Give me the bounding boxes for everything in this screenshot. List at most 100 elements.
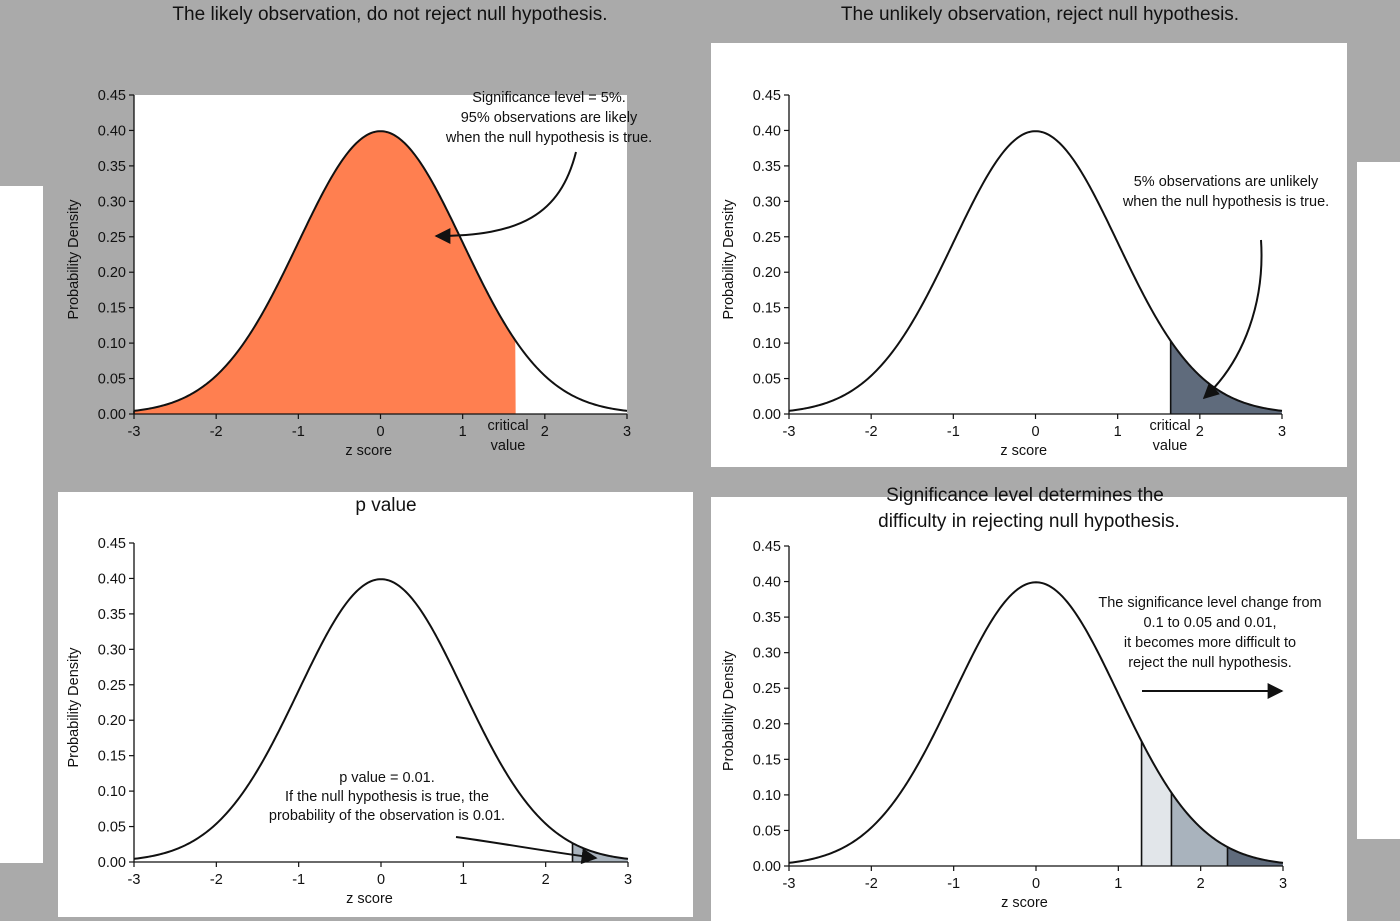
density-curve [133, 578, 629, 860]
annotation-text-2: critical [1149, 418, 1190, 434]
y-tick-label: 0.30 [753, 646, 781, 662]
y-tick-label: 0.30 [753, 194, 781, 210]
x-tick-label: 1 [459, 872, 467, 888]
y-tick-label: 0.05 [753, 372, 781, 388]
y-tick-label: 0.45 [98, 88, 126, 104]
y-tick-label: 0.30 [98, 194, 126, 210]
y-tick-label: 0.30 [98, 642, 126, 658]
y-axis-label: Probability Density [721, 650, 737, 771]
annotation-arrow-2 [1202, 239, 1263, 400]
side-strip-left [0, 186, 43, 863]
y-tick-label: 0.40 [98, 123, 126, 139]
x-tick-label: -2 [210, 872, 223, 888]
y-tick-label: 0.10 [98, 784, 126, 800]
x-tick-label: 1 [459, 424, 467, 440]
x-tick-label: 1 [1114, 424, 1122, 440]
x-tick-label: 3 [1279, 876, 1287, 892]
x-tick-label: 3 [623, 424, 631, 440]
y-tick-label: 0.40 [98, 571, 126, 587]
y-tick-label: 0.40 [753, 575, 781, 591]
annotation-text-2: critical [487, 418, 528, 434]
chart-title-4-line-2: difficulty in rejecting null hypothesis. [878, 511, 1180, 532]
annotation-text-2: value [491, 438, 526, 454]
side-strip-right [1357, 162, 1400, 839]
shaded-region-2 [1171, 792, 1228, 866]
x-tick-label: -1 [292, 872, 305, 888]
x-tick-label: 2 [1196, 424, 1204, 440]
x-axis-label: z score [346, 891, 393, 907]
x-tick-label: 2 [542, 872, 550, 888]
y-tick-label: 0.05 [98, 372, 126, 388]
annotation-text-2: value [1153, 438, 1188, 454]
density-curve [788, 130, 1283, 412]
y-tick-label: 0.45 [753, 88, 781, 104]
annotation-arrow-1 [434, 151, 577, 244]
y-tick-label: 0.10 [98, 336, 126, 352]
shaded-region-1 [1170, 340, 1282, 414]
y-tick-label: 0.25 [753, 681, 781, 697]
annotation-arrow-3 [455, 836, 598, 865]
x-tick-label: -2 [865, 876, 878, 892]
annotation-text-1: The significance level change from [1098, 595, 1321, 611]
y-tick-label: 0.35 [753, 159, 781, 175]
x-tick-label: -1 [292, 424, 305, 440]
y-tick-label: 0.00 [98, 855, 126, 871]
density-curve [133, 130, 628, 412]
y-tick-label: 0.20 [98, 713, 126, 729]
x-tick-label: 3 [624, 872, 632, 888]
y-tick-label: 0.25 [753, 230, 781, 246]
y-tick-label: 0.40 [753, 123, 781, 139]
y-tick-label: 0.45 [753, 539, 781, 555]
x-tick-label: 3 [1278, 424, 1286, 440]
y-axis-label: Probability Density [66, 199, 82, 320]
x-tick-label: -1 [947, 876, 960, 892]
chart-title-2: The unlikely observation, reject null hy… [840, 4, 1240, 25]
annotation-text-1: Significance level = 5%. [472, 90, 626, 106]
x-tick-label: 0 [376, 424, 384, 440]
y-axis-label: Probability Density [721, 199, 737, 320]
annotation-text-1: If the null hypothesis is true, the [285, 789, 489, 805]
annotation-text-1: 5% observations are unlikely [1134, 174, 1319, 190]
x-tick-label: 0 [1031, 424, 1039, 440]
chart-title-3: p value [355, 495, 417, 516]
y-tick-label: 0.00 [98, 407, 126, 423]
shaded-region-3 [1227, 847, 1283, 866]
y-tick-label: 0.10 [753, 788, 781, 804]
y-tick-label: 0.20 [753, 265, 781, 281]
y-tick-label: 0.00 [753, 859, 781, 875]
y-tick-label: 0.45 [98, 536, 126, 552]
x-axis-label: z score [1001, 895, 1048, 911]
annotation-text-1: when the null hypothesis is true. [1122, 194, 1329, 210]
x-tick-label: 0 [1032, 876, 1040, 892]
chart-3-group [129, 542, 629, 867]
y-tick-label: 0.00 [753, 407, 781, 423]
chart-2-group [784, 94, 1283, 419]
x-tick-label: -2 [865, 424, 878, 440]
shaded-region-1 [1141, 741, 1172, 866]
chart-4-group [784, 545, 1284, 871]
y-tick-label: 0.35 [753, 610, 781, 626]
panel-background-bl [58, 492, 693, 917]
annotation-text-1: 0.1 to 0.05 and 0.01, [1143, 615, 1276, 631]
x-tick-label: 2 [541, 424, 549, 440]
y-tick-label: 0.15 [98, 301, 126, 317]
shaded-region-1 [572, 843, 628, 862]
x-tick-label: -3 [783, 424, 796, 440]
x-tick-label: -3 [128, 872, 141, 888]
y-tick-label: 0.25 [98, 678, 126, 694]
x-tick-label: -3 [128, 424, 141, 440]
x-axis-label: z score [345, 443, 392, 459]
annotation-text-1: probability of the observation is 0.01. [269, 808, 505, 824]
panel-background-br [711, 497, 1347, 921]
y-tick-label: 0.15 [753, 301, 781, 317]
annotation-text-1: when the null hypothesis is true. [445, 130, 652, 146]
x-tick-label: 2 [1197, 876, 1205, 892]
y-tick-label: 0.15 [753, 752, 781, 768]
y-axis-label: Probability Density [66, 647, 82, 768]
annotation-text-1: reject the null hypothesis. [1128, 655, 1292, 671]
x-tick-label: -1 [947, 424, 960, 440]
y-tick-label: 0.35 [98, 607, 126, 623]
y-tick-label: 0.25 [98, 230, 126, 246]
annotation-text-1: p value = 0.01. [339, 770, 435, 786]
x-tick-label: -3 [783, 876, 796, 892]
